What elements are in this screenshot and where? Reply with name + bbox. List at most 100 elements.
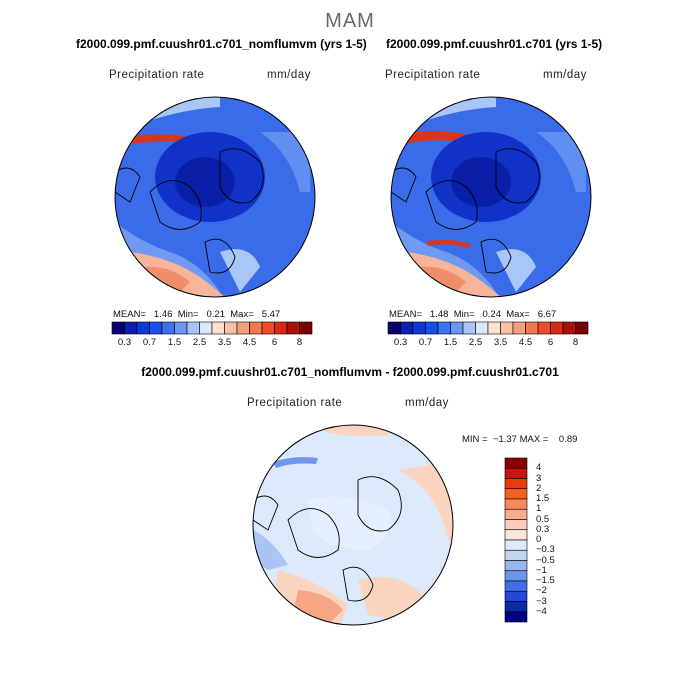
panel1-coastline-3	[204, 238, 236, 274]
diff-colorbar-label: −2	[536, 585, 547, 597]
panel1-colorbar-swatch	[261, 321, 275, 335]
panel2-deeper-core	[451, 157, 511, 207]
panel2-colorbar-swatch	[575, 321, 589, 335]
panel1-colorbar-tick-label: 2.5	[192, 337, 207, 348]
diff-colorbar-label: 2	[536, 482, 542, 494]
diff-colorbar-label: 0.3	[536, 523, 550, 535]
diff-colorbar-swatch	[504, 580, 528, 592]
panel2-colorbar-swatch	[500, 321, 514, 335]
panel2-warm-region-east	[496, 249, 536, 292]
diff-colorbar-label: 0	[536, 534, 542, 545]
diff-cool-west	[253, 530, 288, 570]
diff-warm-north	[298, 425, 398, 437]
diff-units-label: mm/day	[405, 397, 449, 409]
panel1-variable-label: Precipitation rate	[109, 69, 205, 81]
diff-colorbar-swatch	[504, 570, 528, 582]
panel2-colorbar-tick-label: 0.7	[418, 337, 433, 348]
panel2-colorbar-tick-label: 1.5	[443, 337, 458, 348]
panel1-colorbar-tick-label: 8	[296, 337, 303, 348]
panel2-coastline-1	[425, 180, 478, 230]
diff-colorbar-swatch	[504, 457, 528, 469]
panel2-colorbar-swatch	[387, 321, 401, 335]
panel1-colorbar-tick-label: 6	[271, 337, 278, 348]
panel1-colorbar-swatch	[149, 321, 163, 335]
diff-colorbar-label: −1.5	[536, 575, 555, 586]
diff-colorbar-label: −1	[536, 564, 547, 576]
diff-title: f2000.099.pmf.cuushr01.c701_nomflumvm - …	[141, 365, 559, 379]
season-title: MAM	[325, 10, 375, 32]
diff-colorbar-swatch	[504, 508, 528, 520]
panel1-warm-region-east	[220, 249, 260, 292]
panel2-colorbar-swatch	[550, 321, 564, 335]
panel2-colorbar-swatch	[412, 321, 426, 335]
panel1-colorbar-swatch	[211, 321, 225, 335]
panel2-stats: MEAN= 1.48 Min= 0.24 Max= 6.67	[389, 309, 557, 320]
diff-stats: MIN = −1.37 MAX = 0.89	[462, 434, 578, 445]
panel1-deeper-core	[175, 157, 235, 207]
panel1-colorbar-swatch	[199, 321, 213, 335]
panel1-colorbar-swatch	[186, 321, 200, 335]
diff-cool-band-north	[273, 457, 318, 468]
panel2-red-band	[401, 131, 466, 144]
panel2-colorbar-swatch	[475, 321, 489, 335]
diff-colorbar-swatch	[504, 590, 528, 602]
diff-colorbar	[504, 457, 528, 623]
diff-colorbar-swatch	[504, 488, 528, 500]
panel2-red-band-south	[426, 239, 471, 248]
panel2-colorbar-tick-label: 2.5	[468, 337, 483, 348]
diff-coastline-1	[287, 508, 340, 558]
panel1-colorbar-swatch	[286, 321, 300, 335]
panel2-coastline-3	[480, 238, 512, 274]
diff-colorbar-swatch	[504, 498, 528, 510]
panel2-colorbar-swatch	[525, 321, 539, 335]
panel1-colorbar-tick-label: 3.5	[217, 337, 232, 348]
panel2-colorbar-swatch	[425, 321, 439, 335]
diff-colorbar-label: −3	[536, 595, 547, 607]
panel2-colorbar-swatch	[562, 321, 576, 335]
panel2-variable-label: Precipitation rate	[385, 69, 481, 81]
panel2-colorbar	[387, 321, 589, 335]
panel1-colorbar-tick-label: 1.5	[167, 337, 182, 348]
panel2-colorbar-swatch	[512, 321, 526, 335]
panel2-colorbar-swatch	[400, 321, 414, 335]
panel1-coastline-2	[219, 148, 264, 204]
diff-colorbar-swatch	[504, 478, 528, 490]
panel1-colorbar-swatch	[224, 321, 238, 335]
panel1-colorbar-tick-label: 4.5	[242, 337, 257, 348]
diff-cool-center	[308, 496, 391, 550]
panel2-colorbar-swatch	[437, 321, 451, 335]
diff-colorbar-swatch	[504, 549, 528, 561]
panel1-colorbar-swatch	[299, 321, 313, 335]
diff-colorbar-label: 3	[536, 472, 542, 484]
diff-colorbar-label: 1.5	[536, 493, 550, 504]
diff-colorbar-label: 1	[536, 503, 542, 515]
diff-colorbar-swatch	[504, 601, 528, 613]
diff-colorbar-swatch	[504, 560, 528, 572]
diff-colorbar-label: −0.5	[536, 554, 555, 566]
panel2-polar-map	[390, 96, 592, 298]
panel1-colorbar-swatch	[136, 321, 150, 335]
panel1-map-border	[114, 96, 316, 298]
panel2-colorbar-swatch	[462, 321, 476, 335]
diff-colorbar-swatch	[504, 467, 528, 479]
panel1-colorbar-swatch	[236, 321, 250, 335]
panel1-colorbar-swatch	[274, 321, 288, 335]
panel1-colorbar-swatch	[249, 321, 263, 335]
diff-colorbar-label: 0.5	[536, 513, 550, 525]
diff-coastline-3	[342, 566, 374, 602]
panel1-colorbar-swatch	[161, 321, 175, 335]
diff-colorbar-label: −0.3	[536, 544, 555, 556]
panel2-colorbar-swatch	[487, 321, 501, 335]
panel2-colorbar-swatch	[537, 321, 551, 335]
diff-colorbar-label: −4	[536, 605, 547, 617]
panel1-units-label: mm/day	[267, 69, 311, 81]
panel2-map-border	[390, 96, 592, 298]
panel1-coastline-1	[149, 180, 202, 230]
panel1-red-band	[130, 134, 185, 144]
panel1-colorbar-swatch	[111, 321, 125, 335]
panel2-colorbar-tick-label: 3.5	[493, 337, 508, 348]
diff-coastline-2	[357, 476, 402, 532]
panel1-pale-streak	[260, 132, 310, 192]
panel2-colorbar-swatch	[450, 321, 464, 335]
panel2-colorbar-tick-label: 4.5	[518, 337, 533, 348]
